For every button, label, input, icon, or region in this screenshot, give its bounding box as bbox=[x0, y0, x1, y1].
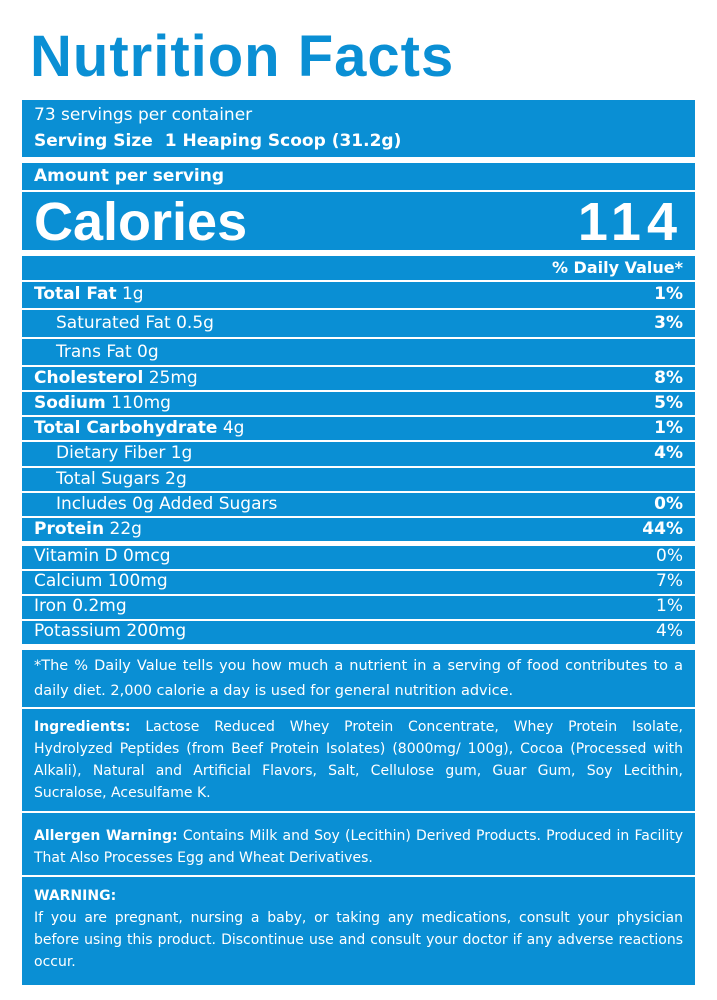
nutrient-name: Protein bbox=[34, 519, 105, 539]
divider bbox=[22, 875, 695, 877]
nutrient-row: Protein 22g 44% bbox=[34, 517, 683, 542]
title: Nutrition Facts bbox=[30, 24, 455, 89]
nutrient-amount: 4g bbox=[222, 418, 245, 438]
nutrient-dv: 1% bbox=[654, 418, 683, 438]
warning-label: WARNING: bbox=[34, 888, 117, 904]
allergen-label: Allergen Warning: bbox=[34, 828, 178, 844]
vitamin-row: Iron 0.2mg 1% bbox=[34, 594, 683, 619]
nutrient-dv: 0% bbox=[654, 494, 683, 514]
divider bbox=[22, 190, 695, 192]
nutrient-row: Trans Fat 0g bbox=[56, 340, 683, 365]
amount-row: Amount per serving bbox=[34, 164, 683, 189]
vitamin-dv: 1% bbox=[656, 596, 683, 616]
divider bbox=[22, 516, 695, 518]
nutrient-name: Dietary Fiber bbox=[56, 443, 166, 463]
divider bbox=[22, 707, 695, 709]
serving-size-row: Serving Size 1 Heaping Scoop (31.2g) bbox=[34, 129, 683, 154]
vitamin-amount: 0.2mg bbox=[72, 596, 127, 616]
nutrient-name: Total Carbohydrate bbox=[34, 418, 218, 438]
ingredients: Ingredients: Lactose Reduced Whey Protei… bbox=[34, 716, 683, 804]
nutrient-name: Saturated Fat bbox=[56, 313, 171, 333]
calories-row: Calories 114 bbox=[34, 193, 683, 251]
nutrient-name: Total Fat bbox=[34, 284, 117, 304]
divider bbox=[22, 491, 695, 493]
nutrient-dv: 3% bbox=[654, 313, 683, 333]
vitamin-dv: 0% bbox=[656, 546, 683, 566]
nutrient-name: Trans Fat bbox=[56, 342, 132, 362]
nutrient-dv: 1% bbox=[654, 284, 683, 304]
vitamin-dv: 7% bbox=[656, 571, 683, 591]
vitamin-dv: 4% bbox=[656, 621, 683, 641]
nutrient-amount: 2g bbox=[165, 469, 187, 489]
ingredients-label: Ingredients: bbox=[34, 719, 131, 735]
divider bbox=[22, 337, 695, 339]
divider bbox=[22, 415, 695, 417]
divider bbox=[22, 466, 695, 468]
divider bbox=[22, 811, 695, 813]
nutrient-amount: 0.5g bbox=[176, 313, 214, 333]
nutrient-row: Sodium 110mg 5% bbox=[34, 391, 683, 416]
nutrient-row: Saturated Fat 0.5g 3% bbox=[56, 311, 683, 336]
nutrient-amount: 22g bbox=[109, 519, 142, 539]
servings-row: 73 servings per container bbox=[34, 103, 683, 128]
nutrient-row: Dietary Fiber 1g 4% bbox=[56, 441, 683, 466]
nutrient-amount: 25mg bbox=[148, 368, 198, 388]
nutrient-amount: 110mg bbox=[111, 393, 171, 413]
warning: WARNING: If you are pregnant, nursing a b… bbox=[34, 885, 683, 973]
nutrient-row: Total Fat 1g 1% bbox=[34, 282, 683, 307]
divider bbox=[22, 644, 695, 650]
vitamin-row: Vitamin D 0mcg 0% bbox=[34, 544, 683, 569]
nutrient-name: Total Sugars bbox=[56, 469, 160, 489]
nutrient-row: Includes 0g Added Sugars 0% bbox=[56, 492, 683, 517]
serving-size-label: Serving Size bbox=[34, 131, 153, 151]
nutrient-dv: 4% bbox=[654, 443, 683, 463]
nutrient-row: Total Carbohydrate 4g 1% bbox=[34, 416, 683, 441]
vitamin-name: Calcium bbox=[34, 571, 103, 591]
divider bbox=[22, 308, 695, 310]
nutrient-name: Includes 0g Added Sugars bbox=[56, 494, 278, 514]
allergen: Allergen Warning: Contains Milk and Soy … bbox=[34, 825, 683, 869]
servings-per-container: 73 servings per container bbox=[34, 105, 253, 125]
vitamin-name: Potassium bbox=[34, 621, 121, 641]
dv-header-row: % Daily Value* bbox=[34, 255, 683, 280]
ingredients-text: Lactose Reduced Whey Protein Concentrate… bbox=[34, 719, 683, 801]
nutrient-row: Cholesterol 25mg 8% bbox=[34, 366, 683, 391]
facts-panel: 73 servings per container Serving Size 1 … bbox=[22, 100, 695, 985]
nutrient-amount: 1g bbox=[121, 284, 144, 304]
divider bbox=[22, 390, 695, 392]
calories-value: 114 bbox=[577, 192, 683, 252]
footnote: *The % Daily Value tells you how much a … bbox=[34, 658, 683, 699]
nutrient-dv: 5% bbox=[654, 393, 683, 413]
vitamin-name: Vitamin D bbox=[34, 546, 118, 566]
divider bbox=[22, 250, 695, 256]
vitamin-row: Potassium 200mg 4% bbox=[34, 619, 683, 644]
vitamin-amount: 100mg bbox=[107, 571, 168, 591]
nutrient-name: Sodium bbox=[34, 393, 106, 413]
serving-size-value: 1 Heaping Scoop (31.2g) bbox=[164, 131, 402, 151]
divider bbox=[22, 280, 695, 282]
divider bbox=[22, 594, 695, 596]
nutrient-amount: 0g bbox=[137, 342, 159, 362]
vitamin-row: Calcium 100mg 7% bbox=[34, 569, 683, 594]
nutrient-dv: 8% bbox=[654, 368, 683, 388]
nutrient-name: Cholesterol bbox=[34, 368, 144, 388]
divider bbox=[22, 619, 695, 621]
nutrient-dv: 44% bbox=[642, 519, 683, 539]
dv-header: % Daily Value* bbox=[551, 258, 683, 277]
divider bbox=[22, 541, 695, 546]
nutrient-row: Total Sugars 2g bbox=[56, 467, 683, 492]
amount-per-serving: Amount per serving bbox=[34, 166, 225, 186]
divider bbox=[22, 365, 695, 367]
warning-text: If you are pregnant, nursing a baby, or … bbox=[34, 910, 683, 970]
allergen-text: Contains Milk and Soy (Lecithin) Derived… bbox=[34, 828, 683, 866]
vitamin-amount: 0mcg bbox=[123, 546, 171, 566]
vitamin-amount: 200mg bbox=[126, 621, 187, 641]
vitamin-name: Iron bbox=[34, 596, 67, 616]
divider bbox=[22, 157, 695, 163]
divider bbox=[22, 440, 695, 442]
divider bbox=[22, 569, 695, 571]
nutrient-amount: 1g bbox=[170, 443, 193, 463]
calories-label: Calories bbox=[34, 192, 248, 252]
